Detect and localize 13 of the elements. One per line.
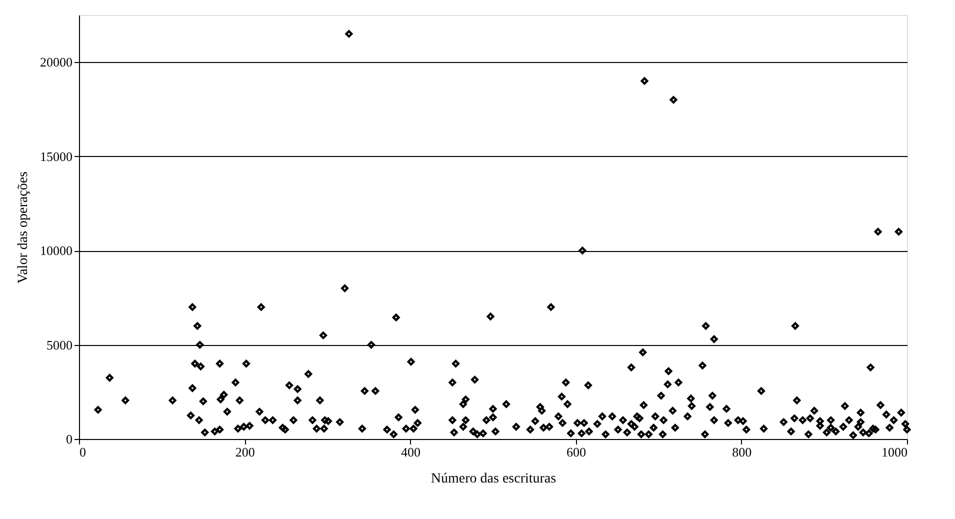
x-tick-label: 200 — [235, 444, 255, 460]
x-tick-label: 0 — [80, 444, 86, 460]
x-tick-label: 800 — [732, 444, 752, 460]
x-tick-label: 600 — [566, 444, 586, 460]
x-axis-title: Número das escrituras — [430, 472, 556, 486]
y-tick-label: 10000 — [40, 243, 72, 258]
y-tick-label: 5000 — [46, 337, 72, 352]
x-tick-label: 400 — [400, 444, 420, 460]
y-axis-title: Valor das operações — [16, 172, 31, 284]
x-tick-label: 1000 — [882, 444, 908, 460]
y-tick-label: 15000 — [40, 148, 72, 164]
y-tick-label: 20000 — [40, 54, 72, 70]
y-tick-label: 0 — [66, 432, 72, 446]
